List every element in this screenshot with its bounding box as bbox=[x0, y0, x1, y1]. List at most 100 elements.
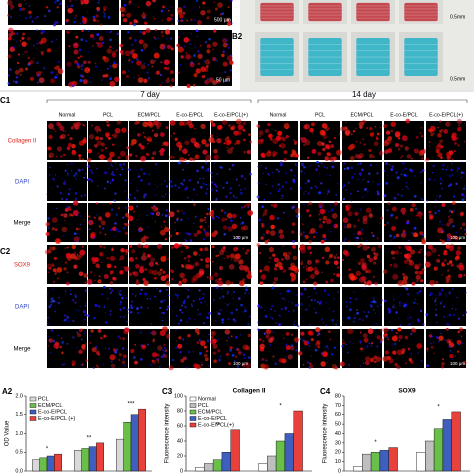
fluorescence bbox=[160, 30, 164, 34]
fluorescence bbox=[98, 0, 100, 2]
fluorescence bbox=[165, 288, 168, 291]
fluorescence bbox=[221, 12, 225, 15]
fluorescence bbox=[81, 229, 83, 231]
fluorescence bbox=[71, 363, 75, 367]
fluorescence bbox=[291, 148, 295, 153]
y-tick-label: 0 bbox=[180, 468, 183, 474]
fluorescence bbox=[205, 192, 207, 195]
fluorescence bbox=[441, 168, 444, 171]
fluorescence bbox=[67, 134, 70, 136]
fluorescence bbox=[223, 233, 227, 236]
fluorescence bbox=[67, 7, 74, 14]
fluorescence bbox=[217, 2, 223, 8]
fluorescence bbox=[235, 139, 241, 145]
image-tile bbox=[44, 244, 88, 286]
fluorescence bbox=[58, 4, 60, 6]
fluorescence bbox=[249, 140, 253, 144]
fluorescence bbox=[451, 158, 454, 161]
fluorescence bbox=[260, 164, 263, 166]
fluorescence bbox=[221, 166, 223, 169]
fluorescence bbox=[110, 312, 112, 314]
fluorescence bbox=[245, 288, 248, 292]
y-tick-label: 60 bbox=[177, 423, 183, 429]
fluorescence bbox=[400, 156, 402, 159]
fluorescence bbox=[331, 363, 337, 370]
fluorescence bbox=[317, 151, 322, 156]
y-tick-label: 100 bbox=[174, 393, 183, 399]
fluorescence bbox=[454, 136, 459, 141]
fluorescence bbox=[103, 11, 105, 13]
image-tile bbox=[351, 0, 395, 24]
fluorescence bbox=[353, 316, 357, 320]
fluorescence bbox=[287, 310, 290, 313]
fluorescence bbox=[268, 133, 273, 139]
fluorescence bbox=[227, 6, 230, 9]
fluorescence bbox=[230, 335, 233, 338]
fluorescence bbox=[294, 140, 298, 144]
fluorescence bbox=[75, 227, 79, 231]
fluorescence bbox=[14, 69, 20, 75]
fluorescence bbox=[157, 271, 162, 276]
fluorescence bbox=[464, 140, 466, 143]
fluorescence bbox=[419, 132, 422, 134]
fluorescence bbox=[131, 3, 133, 5]
fluorescence bbox=[164, 214, 168, 218]
fluorescence bbox=[368, 257, 373, 263]
legend-swatch bbox=[189, 396, 197, 402]
fluorescence bbox=[55, 207, 58, 210]
fluorescence bbox=[103, 304, 106, 306]
fluorescence bbox=[206, 44, 211, 49]
fluorescence bbox=[390, 213, 394, 217]
fluorescence bbox=[402, 302, 405, 305]
fluorescence bbox=[348, 268, 351, 271]
fluorescence bbox=[58, 296, 60, 299]
fluorescence bbox=[316, 140, 323, 147]
fluorescence bbox=[300, 163, 304, 166]
fluorescence bbox=[303, 287, 307, 291]
fluorescence bbox=[205, 154, 212, 161]
fluorescence bbox=[171, 301, 174, 304]
image-tile bbox=[342, 162, 383, 202]
image-background bbox=[65, 0, 119, 25]
fluorescence bbox=[193, 232, 198, 237]
fluorescence bbox=[371, 342, 374, 345]
fluorescence bbox=[145, 152, 150, 157]
fluorescence bbox=[417, 352, 419, 354]
fluorescence bbox=[144, 21, 148, 25]
fluorescence bbox=[211, 176, 213, 178]
fluorescence bbox=[462, 342, 464, 344]
fluorescence bbox=[394, 142, 399, 148]
fluorescence bbox=[265, 212, 266, 214]
fluorescence bbox=[428, 334, 433, 338]
fluorescence bbox=[162, 270, 166, 274]
fluorescence bbox=[315, 168, 318, 172]
fluorescence bbox=[140, 155, 147, 162]
fluorescence bbox=[76, 253, 79, 256]
fluorescence bbox=[165, 126, 169, 129]
legend-label: PCL bbox=[198, 403, 209, 409]
fluorescence bbox=[103, 306, 106, 309]
fluorescence bbox=[318, 175, 320, 177]
fluorescence bbox=[343, 184, 346, 187]
fluorescence bbox=[369, 153, 374, 159]
fluorescence bbox=[50, 303, 53, 306]
y-tick-label: 40 bbox=[335, 431, 341, 437]
fluorescence bbox=[165, 78, 171, 84]
fluorescence bbox=[302, 364, 305, 366]
fluorescence bbox=[455, 250, 461, 256]
fluorescence bbox=[320, 162, 323, 165]
fluorescence bbox=[441, 187, 443, 190]
fluorescence bbox=[218, 297, 221, 300]
fluorescence bbox=[49, 246, 53, 250]
fluorescence bbox=[460, 176, 463, 179]
fluorescence bbox=[161, 226, 163, 228]
fluorescence bbox=[400, 252, 402, 254]
fluorescence bbox=[67, 207, 72, 211]
fluorescence bbox=[396, 349, 403, 356]
fluorescence bbox=[240, 174, 244, 178]
fluorescence bbox=[62, 235, 65, 237]
fluorescence bbox=[360, 258, 365, 263]
fluorescence bbox=[117, 156, 121, 160]
bar bbox=[221, 452, 231, 472]
fluorescence bbox=[109, 361, 111, 363]
